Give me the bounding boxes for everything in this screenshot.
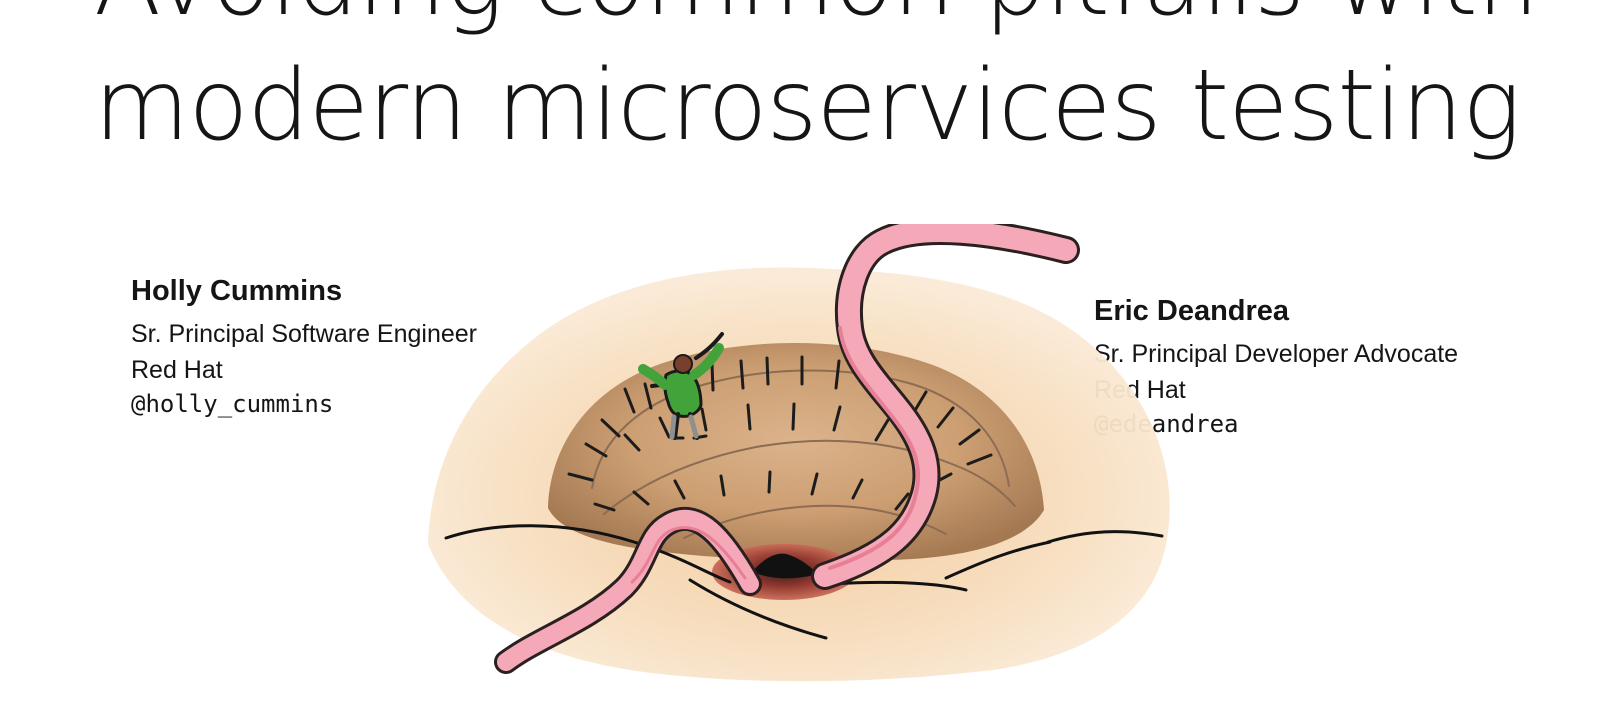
worm-right xyxy=(811,224,1080,590)
person xyxy=(638,332,724,440)
speaker-name: Eric Deandrea xyxy=(1094,295,1290,327)
speaker-card-holly: Holly Cummins Sr. Principal Software Eng… xyxy=(131,277,477,420)
worm-left xyxy=(494,507,762,674)
speaker-role: Sr. Principal Software Engineer xyxy=(131,320,478,348)
spikes xyxy=(567,355,993,512)
speaker-company: Red Hat xyxy=(131,356,223,384)
speaker-role: Sr. Principal Developer Advocate xyxy=(1094,340,1459,368)
slide-title-line-1: Avoiding common pitfalls with xyxy=(94,0,1539,30)
slide-title-line-2: modern microservices testing xyxy=(94,49,1521,163)
speaker-handle: @holly_cummins xyxy=(131,390,334,418)
speaker-name: Holly Cummins xyxy=(131,275,343,307)
ground-lines xyxy=(444,524,1164,640)
worm-mound-illustration-icon xyxy=(428,224,1170,682)
